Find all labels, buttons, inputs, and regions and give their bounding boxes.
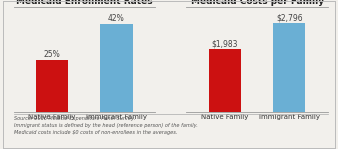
Text: 42%: 42%	[108, 14, 125, 23]
Bar	[209, 49, 241, 112]
Text: $2,796: $2,796	[276, 14, 303, 22]
Title: Medicaid Costs per Family: Medicaid Costs per Family	[191, 0, 323, 6]
Bar	[100, 24, 132, 112]
Title: Medicaid Enrollment Rates: Medicaid Enrollment Rates	[16, 0, 153, 6]
Bar	[273, 23, 305, 112]
Text: 25%: 25%	[44, 50, 61, 59]
Text: $1,983: $1,983	[212, 39, 238, 48]
Bar	[36, 60, 68, 112]
Text: Source: 2016 Medical Expenditure Panel Survey.
Immigrant status is defined by th: Source: 2016 Medical Expenditure Panel S…	[14, 116, 197, 135]
